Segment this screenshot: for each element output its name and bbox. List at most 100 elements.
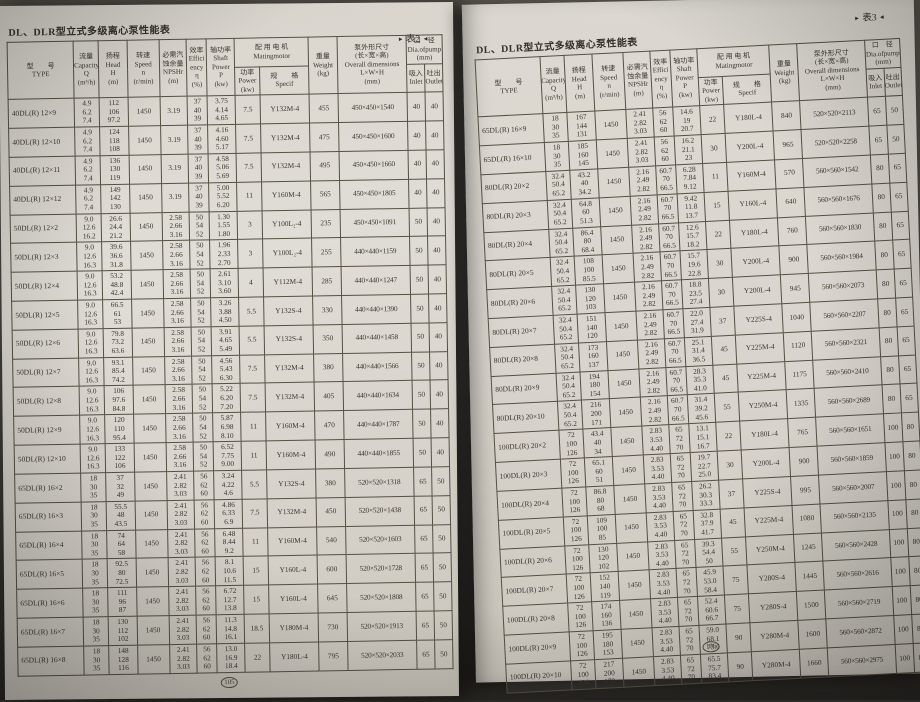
cell-type: 100DL(R) 20×6 bbox=[499, 545, 566, 578]
cell-type: 80DL(R) 20×4 bbox=[483, 228, 550, 262]
cell-type: 80DL(R) 20×7 bbox=[488, 315, 555, 348]
cell-inlet: 50 bbox=[413, 438, 432, 468]
cell-motor-power: 3 bbox=[238, 239, 263, 269]
cell-shaft-power: 4.86 6.33 6.9 bbox=[214, 499, 244, 529]
cell-capacity: 32.4 50.4 65.2 bbox=[548, 227, 575, 258]
cell-npshr: 2.58 2.66 3.16 bbox=[162, 240, 191, 270]
cell-outlet: 50 bbox=[434, 610, 453, 640]
cell-capacity: 72 100 126 bbox=[559, 458, 587, 489]
cell-weight: 840 bbox=[772, 100, 802, 131]
pump-performance-table: 型 号 TYPE 流量 Capacity Q (m³/h) 扬程 Head H (m) 转速 Spee… bbox=[6, 34, 454, 677]
cell-motor-spec: Y160M-4 bbox=[267, 526, 318, 557]
cell-npshr: 2.58 2.66 3.16 bbox=[165, 442, 194, 472]
cell-outlet: 80 bbox=[905, 498, 920, 529]
col-motor: 配 用 电 机 Matingmotor bbox=[697, 45, 771, 78]
cell-dimensions: 560×560×2975 bbox=[827, 644, 897, 677]
cell-dimensions: 520×520×1913 bbox=[346, 611, 417, 642]
cell-shaft-power: 45.9 53.0 58.4 bbox=[695, 566, 725, 597]
cell-weight: 470 bbox=[314, 410, 344, 441]
cell-inlet: 65 bbox=[413, 466, 433, 497]
cell-dimensions: 450×450×1091 bbox=[339, 207, 410, 238]
cell-weight: 1245 bbox=[793, 532, 823, 563]
cell-motor-spec: Y100L₂-4 bbox=[262, 238, 313, 269]
cell-efficiency: 65 72 70 bbox=[676, 567, 698, 598]
cell-shaft-power: 19.7 22.7 25.0 bbox=[689, 451, 719, 482]
cell-type: 65DL(R) 16×10 bbox=[479, 142, 546, 175]
cell-weight: 450 bbox=[316, 497, 346, 527]
cell-motor-spec: Y180M-4 bbox=[268, 613, 319, 643]
cell-inlet: 100 bbox=[885, 441, 904, 472]
cell-weight: 1080 bbox=[792, 503, 822, 535]
marker-left-icon: ► bbox=[397, 36, 404, 44]
cell-motor-power: 22 bbox=[699, 104, 726, 135]
col-shaft-power: 轴功率 Shaft Power P (kw) bbox=[206, 38, 236, 97]
cell-weight: 795 bbox=[318, 641, 348, 671]
cell-head: 65.1 60 51 bbox=[584, 456, 614, 487]
cell-weight: 380 bbox=[313, 353, 343, 383]
cell-type: 100DL(R) 20×9 bbox=[504, 632, 571, 665]
cell-outlet: 80 bbox=[911, 613, 920, 644]
cell-inlet: 80 bbox=[871, 182, 891, 213]
cell-motor-power: 11 bbox=[241, 412, 266, 442]
col-inlet: 吸入 Inlet bbox=[406, 63, 426, 93]
cell-head: 130 120 103 bbox=[575, 283, 605, 315]
cell-shaft-power: 6.28 7.84 9.12 bbox=[675, 163, 705, 194]
cell-efficiency: 56 62 60 bbox=[194, 499, 215, 529]
cell-shaft-power: 28.3 35.3 41.0 bbox=[685, 364, 715, 396]
cell-capacity: 32.4 50.4 65.2 bbox=[557, 400, 584, 431]
cell-outlet: 80 bbox=[902, 441, 920, 471]
cell-npshr: 2.41 2.82 3.03 bbox=[627, 137, 656, 168]
cell-efficiency: 65 72 70 bbox=[677, 596, 699, 627]
cell-head: 174 160 136 bbox=[591, 600, 621, 631]
col-motor-spec: 规 格 Specif bbox=[259, 65, 310, 96]
cell-efficiency: 60.7 70 66.5 bbox=[661, 279, 683, 310]
cell-speed: 1450 bbox=[128, 154, 162, 184]
cell-outlet: 40 bbox=[429, 351, 449, 381]
cell-dimensions: 520×520×2033 bbox=[347, 640, 418, 671]
cell-speed: 1450 bbox=[130, 269, 164, 300]
cell-inlet: 80 bbox=[882, 384, 901, 415]
cell-outlet: 80 bbox=[908, 556, 920, 586]
cell-speed: 1450 bbox=[135, 529, 168, 559]
cell-motor-power: 7.5 bbox=[240, 383, 266, 413]
cell-weight: 1600 bbox=[798, 619, 828, 650]
cell-motor-power: 5.5 bbox=[242, 469, 267, 500]
cell-outlet: 40 bbox=[426, 178, 446, 208]
cell-shaft-power: 5.00 5.52 6.20 bbox=[208, 182, 238, 212]
cell-inlet: 80 bbox=[874, 240, 894, 271]
cell-type: 50DL(R) 12×5 bbox=[11, 300, 79, 331]
cell-dimensions: 560×560×2719 bbox=[824, 586, 894, 620]
cell-head: 195 180 153 bbox=[593, 629, 623, 660]
cell-shaft-power: 6.72 12.7 13.8 bbox=[215, 585, 245, 615]
cell-weight: 285 bbox=[312, 266, 342, 297]
cell-capacity: 4.9 6.2 7.4 bbox=[75, 155, 101, 185]
cell-type: 80DL(R) 20×10 bbox=[492, 401, 559, 434]
cell-head: 217 200 170 bbox=[594, 658, 624, 689]
cell-inlet: 40 bbox=[407, 121, 427, 151]
cell-inlet: 50 bbox=[411, 351, 431, 381]
cell-capacity: 32.4 50.4 65.2 bbox=[554, 342, 581, 373]
col-head: 扬程 Head H (m) bbox=[564, 54, 595, 113]
cell-motor-power: 45 bbox=[713, 363, 739, 394]
cell-shaft-power: 14.6 19 20.7 bbox=[672, 105, 702, 137]
cell-motor-spec: Y180L-4 bbox=[269, 641, 320, 672]
cell-efficiency: 60.7 70 66.5 bbox=[658, 222, 680, 253]
cell-dimensions: 440×440×1458 bbox=[341, 323, 412, 354]
cell-motor-spec: Y132M-4 bbox=[260, 123, 311, 153]
cell-motor-spec: Y280S-4 bbox=[747, 562, 797, 595]
cell-motor-spec: Y250M-4 bbox=[738, 390, 789, 422]
cell-head: 130 112 102 bbox=[108, 616, 138, 646]
cell-weight: 1335 bbox=[786, 388, 816, 419]
cell-motor-spec: Y112M-4 bbox=[262, 267, 313, 297]
cell-inlet: 100 bbox=[895, 643, 915, 674]
cell-weight: 540 bbox=[316, 526, 346, 556]
table-label: ► 表2 ◄ bbox=[398, 30, 429, 45]
cell-dimensions: 560×560×1830 bbox=[805, 212, 875, 245]
cell-shaft-power: 8.1 10.6 11.5 bbox=[215, 556, 245, 587]
cell-head: 37 32 49 bbox=[105, 472, 135, 502]
cell-dimensions: 440×440×1855 bbox=[343, 438, 414, 469]
cell-capacity: 72 100 126 bbox=[564, 544, 591, 575]
cell-motor-spec: Y280S-4 bbox=[748, 591, 799, 623]
cell-inlet: 100 bbox=[892, 585, 912, 616]
col-type: 型 号 TYPE bbox=[7, 41, 75, 100]
